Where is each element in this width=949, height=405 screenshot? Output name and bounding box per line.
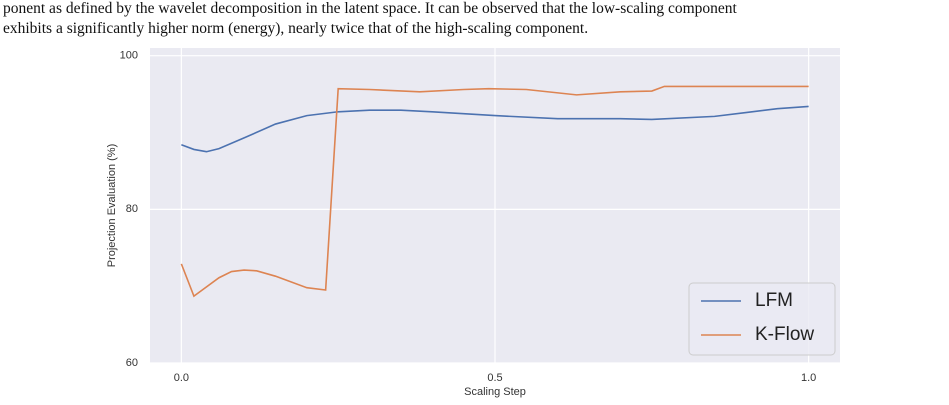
x-axis-label: Scaling Step: [464, 386, 526, 398]
y-tick-label: 100: [120, 50, 138, 62]
legend-label: K-Flow: [755, 324, 814, 345]
y-axis-label: Projection Evaluation (%): [106, 144, 118, 268]
legend-label: LFM: [755, 290, 793, 311]
x-tick-label: 0.5: [487, 372, 502, 384]
data-line: [181, 105, 809, 153]
data-line: [180, 85, 809, 298]
y-tick-label: 80: [126, 203, 138, 215]
paragraph-line: ponent as defined by the wavelet decompo…: [3, 0, 737, 17]
y-tick-label: 60: [126, 357, 138, 369]
x-tick-label: 0.0: [174, 372, 189, 384]
x-tick-label: 1.0: [801, 372, 816, 384]
paragraph-line: exhibits a significantly higher norm (en…: [3, 20, 589, 37]
